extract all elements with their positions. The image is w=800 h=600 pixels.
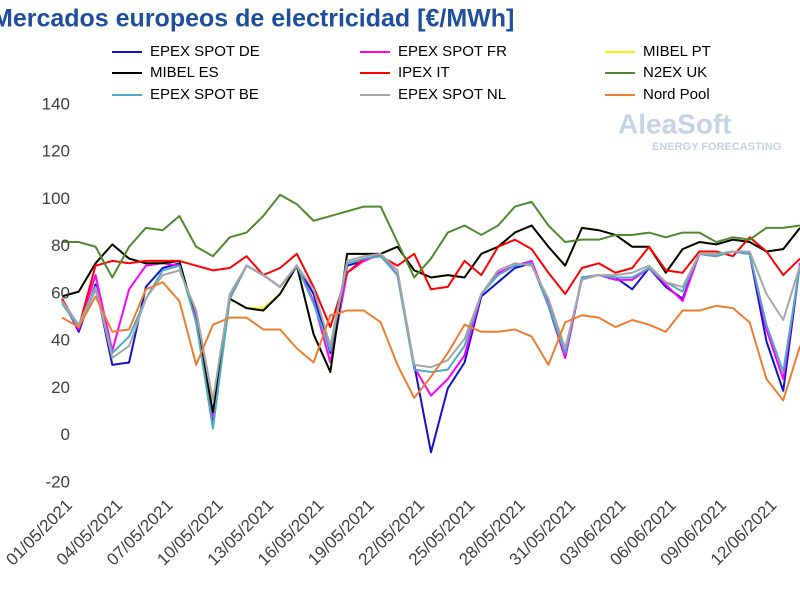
logo-tagline: ENERGY FORECASTING bbox=[652, 141, 781, 153]
y-tick-label: 0 bbox=[61, 425, 70, 444]
y-tick-label: 80 bbox=[51, 236, 70, 255]
y-tick-label: 140 bbox=[42, 94, 70, 113]
legend-label: EPEX SPOT FR bbox=[398, 43, 507, 60]
plot bbox=[61, 193, 800, 454]
y-tick-label: -20 bbox=[45, 472, 70, 491]
series-line bbox=[61, 224, 800, 414]
logo-name: AleaSoft bbox=[618, 108, 732, 139]
y-tick-label: 60 bbox=[51, 283, 70, 302]
series-line bbox=[62, 193, 800, 279]
series-line bbox=[61, 281, 800, 402]
legend-label: Nord Pool bbox=[643, 86, 710, 103]
y-tick-label: 40 bbox=[51, 331, 70, 350]
chart-title: Mercados europeos de electricidad [€/MWh… bbox=[0, 5, 514, 33]
watermark: AleaSoft ENERGY FORECASTING bbox=[618, 108, 781, 153]
y-tick-label: 20 bbox=[51, 378, 70, 397]
legend-label: EPEX SPOT BE bbox=[150, 86, 259, 103]
series-line bbox=[61, 236, 800, 329]
legend-label: N2EX UK bbox=[643, 64, 707, 81]
y-tick-label: 100 bbox=[42, 189, 70, 208]
legend-label: MIBEL ES bbox=[150, 64, 219, 81]
series-line bbox=[61, 224, 800, 414]
legend-label: IPEX IT bbox=[398, 64, 450, 81]
legend-label: EPEX SPOT NL bbox=[398, 86, 506, 103]
series-line bbox=[61, 250, 800, 402]
legend-label: EPEX SPOT DE bbox=[150, 43, 260, 60]
y-tick-label: 120 bbox=[42, 142, 70, 161]
legend-label: MIBEL PT bbox=[643, 43, 711, 60]
